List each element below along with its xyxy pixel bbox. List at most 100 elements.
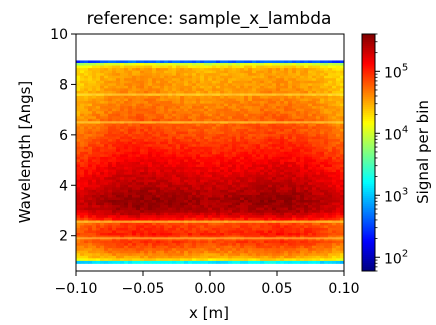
heatmap-cell xyxy=(308,111,313,115)
heatmap-cell xyxy=(104,215,109,219)
heatmap-cell xyxy=(308,98,313,102)
heatmap-cell xyxy=(272,205,277,209)
heatmap-cell xyxy=(248,177,253,181)
heatmap-cell xyxy=(272,116,277,120)
heatmap-cell xyxy=(240,184,245,188)
heatmap-cell xyxy=(196,164,201,168)
heatmap-cell xyxy=(212,75,217,79)
heatmap-cell xyxy=(152,217,157,221)
heatmap-cell xyxy=(268,73,273,77)
heatmap-cell xyxy=(304,232,309,236)
heatmap-cell xyxy=(320,156,325,160)
heatmap-cell xyxy=(196,131,201,135)
heatmap-cell xyxy=(96,156,101,160)
heatmap-cell xyxy=(96,88,101,92)
heatmap-cell xyxy=(204,182,209,186)
heatmap-cell xyxy=(240,179,245,183)
heatmap-cell xyxy=(332,215,337,219)
heatmap-cell xyxy=(164,243,169,247)
heatmap-cell xyxy=(268,75,273,79)
heatmap-cell xyxy=(220,146,225,150)
heatmap-cell xyxy=(332,90,337,94)
heatmap-cell xyxy=(308,68,313,72)
heatmap-cell xyxy=(272,146,277,150)
heatmap-cell xyxy=(312,116,317,120)
heatmap-cell xyxy=(304,68,309,72)
heatmap-cell xyxy=(180,238,185,242)
heatmap-cell xyxy=(160,245,165,249)
heatmap-cell xyxy=(204,167,209,170)
heatmap-cell xyxy=(136,240,141,244)
heatmap-cell xyxy=(192,68,197,72)
heatmap-cell xyxy=(224,146,229,150)
heatmap-cell xyxy=(284,177,289,181)
heatmap-cell xyxy=(128,238,133,242)
heatmap-cell xyxy=(104,159,109,163)
heatmap-cell xyxy=(268,215,273,219)
heatmap-cell xyxy=(204,75,209,79)
heatmap-cell xyxy=(192,167,197,170)
heatmap-cell xyxy=(232,113,237,117)
heatmap-cell xyxy=(296,210,301,214)
heatmap-cell xyxy=(288,141,293,145)
heatmap-cell xyxy=(320,65,325,69)
heatmap-cell xyxy=(268,172,273,176)
heatmap-cell xyxy=(224,182,229,186)
heatmap-cell xyxy=(312,146,317,150)
heatmap-cell xyxy=(160,60,165,64)
heatmap-cell xyxy=(308,141,313,145)
heatmap-cell xyxy=(224,75,229,79)
heatmap-cell xyxy=(216,189,221,193)
heatmap-cell xyxy=(148,245,153,249)
heatmap-cell xyxy=(232,111,237,115)
heatmap-cell xyxy=(80,111,85,115)
heatmap-cell xyxy=(272,197,277,201)
heatmap-cell xyxy=(188,182,193,186)
heatmap-cell xyxy=(148,192,153,196)
heatmap-cell xyxy=(148,202,153,206)
heatmap-cell xyxy=(100,73,105,77)
heatmap-cell xyxy=(164,80,169,84)
heatmap-cell xyxy=(108,146,113,150)
heatmap-cell xyxy=(304,200,309,203)
heatmap-cell xyxy=(244,118,249,122)
heatmap-cell xyxy=(172,194,177,198)
heatmap-cell xyxy=(180,207,185,211)
heatmap-cell xyxy=(172,151,177,155)
heatmap-cell xyxy=(116,136,121,140)
heatmap-cell xyxy=(156,215,161,219)
heatmap-cell xyxy=(276,144,281,148)
heatmap-cell xyxy=(92,139,97,143)
heatmap-cell xyxy=(88,245,93,249)
heatmap-cell xyxy=(144,192,149,196)
heatmap-cell xyxy=(124,128,129,132)
heatmap-cell xyxy=(280,182,285,186)
heatmap-cell xyxy=(236,202,241,206)
heatmap-cell xyxy=(288,184,293,188)
heatmap-cell xyxy=(160,167,165,170)
heatmap-cell xyxy=(88,167,93,170)
heatmap-cell xyxy=(272,139,277,143)
heatmap-cell xyxy=(112,88,117,92)
heatmap-cell xyxy=(252,217,257,221)
heatmap-cell xyxy=(124,227,129,231)
heatmap-cell xyxy=(212,215,217,219)
heatmap-cell xyxy=(104,227,109,231)
heatmap-cell xyxy=(84,65,89,69)
heatmap-cell xyxy=(176,126,181,130)
heatmap-cell xyxy=(324,128,329,132)
heatmap-cell xyxy=(304,177,309,181)
heatmap-cell xyxy=(196,238,201,242)
heatmap-cell xyxy=(292,159,297,163)
heatmap-cell xyxy=(76,156,81,160)
heatmap-cell xyxy=(104,179,109,183)
heatmap-cell xyxy=(252,141,257,145)
heatmap-cell xyxy=(208,68,213,72)
heatmap-cell xyxy=(312,202,317,206)
heatmap-cell xyxy=(88,174,93,178)
heatmap-cell xyxy=(336,235,341,239)
heatmap-cell xyxy=(332,118,337,122)
heatmap-cell xyxy=(332,136,337,140)
heatmap-cell xyxy=(236,70,241,74)
heatmap-cell xyxy=(240,169,245,173)
